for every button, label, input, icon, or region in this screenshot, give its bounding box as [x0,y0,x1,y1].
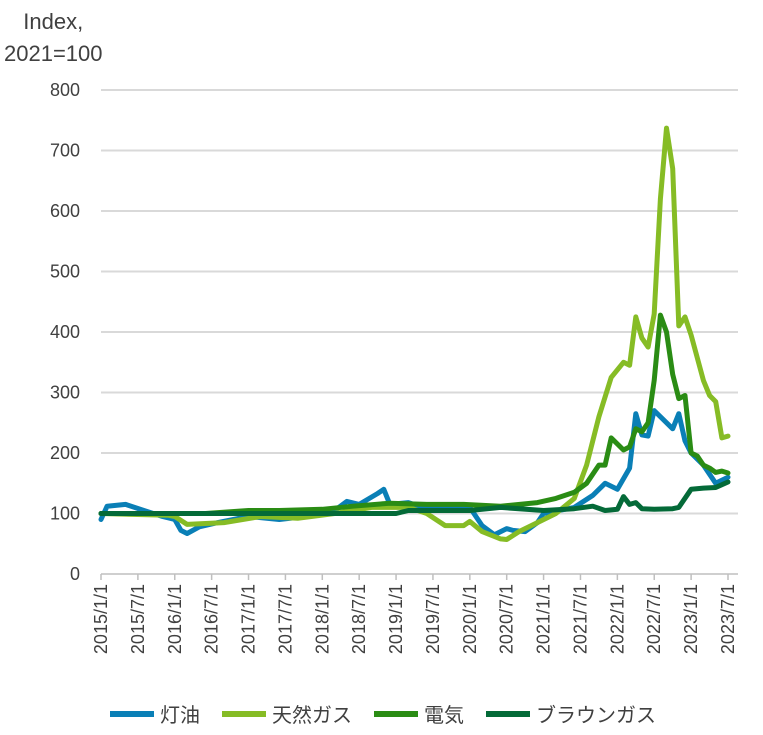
x-tick-label: 2020/7/1 [497,584,517,654]
legend-label: 電気 [424,705,464,727]
y-tick-label: 600 [50,201,80,221]
legend-item: 天然ガス [222,699,352,728]
legend-swatch [222,710,266,717]
x-tick-label: 2023/1/1 [681,584,701,654]
x-tick-label: 2021/1/1 [534,584,554,654]
legend-item: 灯油 [110,699,200,728]
x-tick-label: 2016/1/1 [165,584,185,654]
x-tick-label: 2016/7/1 [202,584,222,654]
series-line-2 [98,312,731,516]
y-axis-label: Index, 2021=100 [4,6,103,70]
legend: 灯油 天然ガス 電気 ブラウンガス [110,699,656,728]
legend-label: 天然ガス [272,705,352,727]
legend-label: ブラウンガス [536,705,656,727]
x-tick-label: 2018/7/1 [349,584,369,654]
y-tick-label: 500 [50,262,80,282]
legend-item: ブラウンガス [486,699,656,728]
x-tick-label: 2015/1/1 [91,584,111,654]
y-tick-label: 400 [50,322,80,342]
x-tick-label: 2018/1/1 [312,584,332,654]
legend-swatch [110,710,154,717]
series-line-0 [98,408,731,538]
x-tick-label: 2022/7/1 [644,584,664,654]
x-tick-label: 2017/7/1 [275,584,295,654]
x-tick-label: 2023/7/1 [718,584,738,654]
legend-swatch [374,710,418,717]
y-tick-label: 200 [50,443,80,463]
y-axis-label-line1: Index, [23,9,84,34]
series-line-3 [98,479,731,516]
x-tick-label: 2015/7/1 [128,584,148,654]
y-tick-label: 800 [50,80,80,100]
legend-swatch [486,710,530,717]
x-tick-label: 2022/1/1 [607,584,627,654]
x-tick-label: 2019/7/1 [423,584,443,654]
y-tick-label: 100 [50,504,80,524]
series-line-1 [98,125,731,542]
legend-item: 電気 [374,699,464,728]
y-axis-label-line2: 2021=100 [4,41,103,66]
y-tick-label: 300 [50,383,80,403]
legend-label: 灯油 [160,705,200,727]
y-tick-label: 700 [50,141,80,161]
x-tick-label: 2021/7/1 [570,584,590,654]
x-tick-label: 2019/1/1 [386,584,406,654]
y-tick-label: 0 [70,564,80,584]
x-tick-label: 2017/1/1 [239,584,259,654]
x-tick-label: 2020/1/1 [460,584,480,654]
